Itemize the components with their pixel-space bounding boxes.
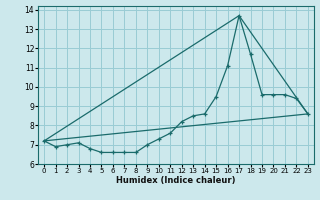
X-axis label: Humidex (Indice chaleur): Humidex (Indice chaleur)	[116, 176, 236, 185]
